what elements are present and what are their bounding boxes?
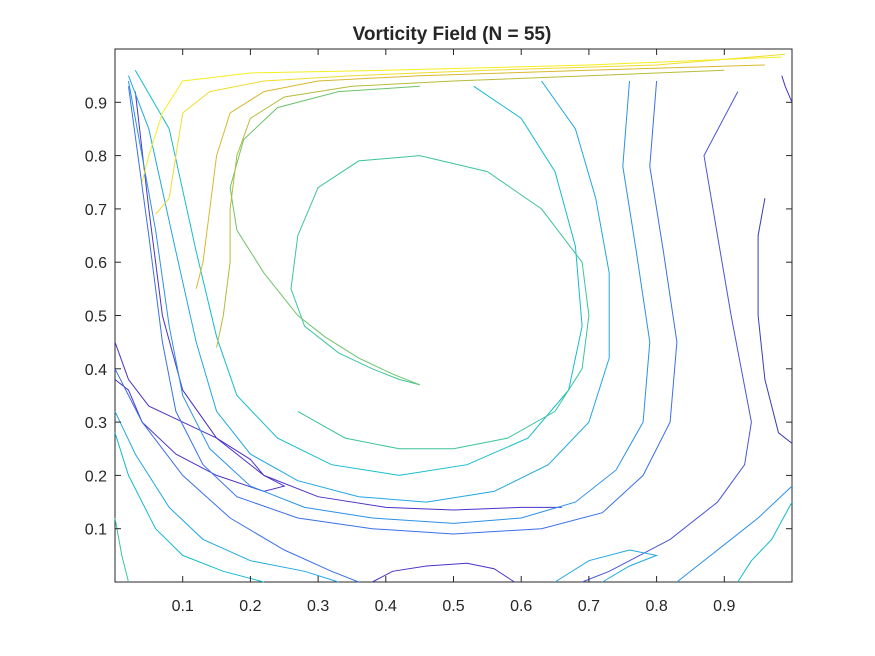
contour-line-3 (372, 562, 515, 583)
y-tick-label: 0.4 (85, 362, 107, 379)
contour-line-19 (114, 411, 339, 583)
y-tick-label: 0.5 (85, 309, 107, 326)
contour-line-10 (290, 155, 590, 450)
contour-line-2 (114, 341, 286, 492)
x-tick-label: 0.8 (645, 598, 667, 615)
y-tick-label: 0.3 (85, 415, 107, 432)
y-tick-label: 0.9 (85, 95, 107, 112)
contour-line-20 (114, 432, 265, 583)
contour-line-8 (128, 75, 610, 503)
y-tick-label: 0.6 (85, 255, 107, 272)
y-tick-label: 0.7 (85, 202, 107, 219)
contour-line-15 (141, 56, 782, 183)
contour-lines (114, 53, 793, 583)
contour-line-9 (134, 70, 583, 476)
x-tick-label: 0.2 (239, 598, 261, 615)
x-tick-label: 0.1 (172, 598, 194, 615)
contour-line-21 (114, 368, 359, 583)
y-tick-label: 0.8 (85, 149, 107, 166)
contour-line-4 (757, 198, 793, 444)
contour-line-11 (229, 85, 420, 386)
contour-line-23 (554, 549, 659, 583)
contour-line-5 (581, 91, 752, 583)
x-tick-label: 0.5 (442, 598, 464, 615)
x-axis-ticks: 0.1 0.2 0.3 0.4 0.5 0.6 0.7 0.8 0.9 (172, 49, 736, 615)
contour-line-13 (195, 64, 765, 289)
x-tick-label: 0.6 (510, 598, 532, 615)
x-tick-label: 0.3 (307, 598, 329, 615)
x-tick-label: 0.9 (713, 598, 735, 615)
y-axis-ticks: 0.1 0.2 0.3 0.4 0.5 0.6 0.7 0.8 0.9 (85, 95, 792, 539)
contour-line-22 (114, 517, 129, 583)
y-tick-label: 0.1 (85, 522, 107, 539)
chart-title: Vorticity Field (N = 55) (353, 24, 552, 45)
x-tick-label: 0.7 (578, 598, 600, 615)
contour-line-14 (155, 53, 786, 215)
plot-area (114, 48, 793, 583)
contour-line-12 (216, 69, 725, 348)
contour-line-7 (128, 80, 651, 524)
y-tick-label: 0.2 (85, 468, 107, 485)
contour-line-6 (128, 80, 678, 535)
x-tick-label: 0.4 (375, 598, 397, 615)
contour-line-17 (676, 485, 793, 583)
contour-line-18 (737, 501, 793, 583)
contour-line-16 (781, 75, 793, 103)
